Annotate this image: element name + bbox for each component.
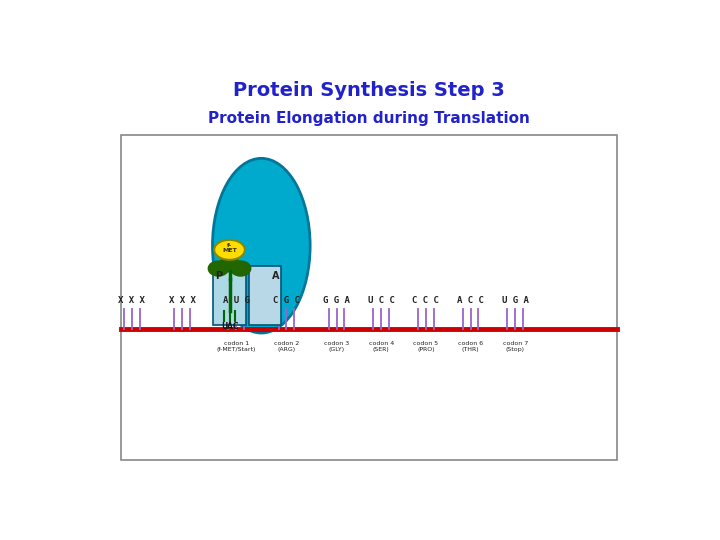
Text: A U G: A U G (222, 296, 250, 305)
Ellipse shape (214, 240, 245, 260)
Text: A: A (271, 271, 279, 281)
Text: U C C: U C C (368, 296, 395, 305)
Text: G G A: G G A (323, 296, 350, 305)
Circle shape (220, 257, 240, 272)
Text: codon 7
(Stop): codon 7 (Stop) (503, 341, 528, 352)
Text: P: P (215, 271, 222, 281)
FancyBboxPatch shape (121, 136, 617, 460)
Circle shape (230, 261, 251, 276)
Text: codon 2
(ARG): codon 2 (ARG) (274, 341, 299, 352)
FancyBboxPatch shape (249, 266, 282, 325)
Text: C C C: C C C (413, 296, 439, 305)
Text: codon 3
(GLY): codon 3 (GLY) (324, 341, 349, 352)
Text: codon 5
(PRO): codon 5 (PRO) (413, 341, 438, 352)
Text: codon 6
(THR): codon 6 (THR) (458, 341, 483, 352)
Text: X X X: X X X (118, 296, 145, 305)
Text: C G C: C G C (273, 296, 300, 305)
Text: U G A: U G A (502, 296, 528, 305)
Text: X X X: X X X (168, 296, 196, 305)
Circle shape (208, 261, 228, 276)
Text: Protein Elongation during Translation: Protein Elongation during Translation (208, 111, 530, 125)
Text: codon 4
(SER): codon 4 (SER) (369, 341, 394, 352)
Ellipse shape (212, 158, 310, 333)
Text: A C C: A C C (457, 296, 484, 305)
FancyBboxPatch shape (213, 266, 246, 325)
Text: Protein Synthesis Step 3: Protein Synthesis Step 3 (233, 82, 505, 100)
Text: f-
MET: f- MET (222, 243, 237, 253)
Text: codon 1
(f-MET/Start): codon 1 (f-MET/Start) (217, 341, 256, 352)
Text: UAC: UAC (221, 322, 238, 331)
